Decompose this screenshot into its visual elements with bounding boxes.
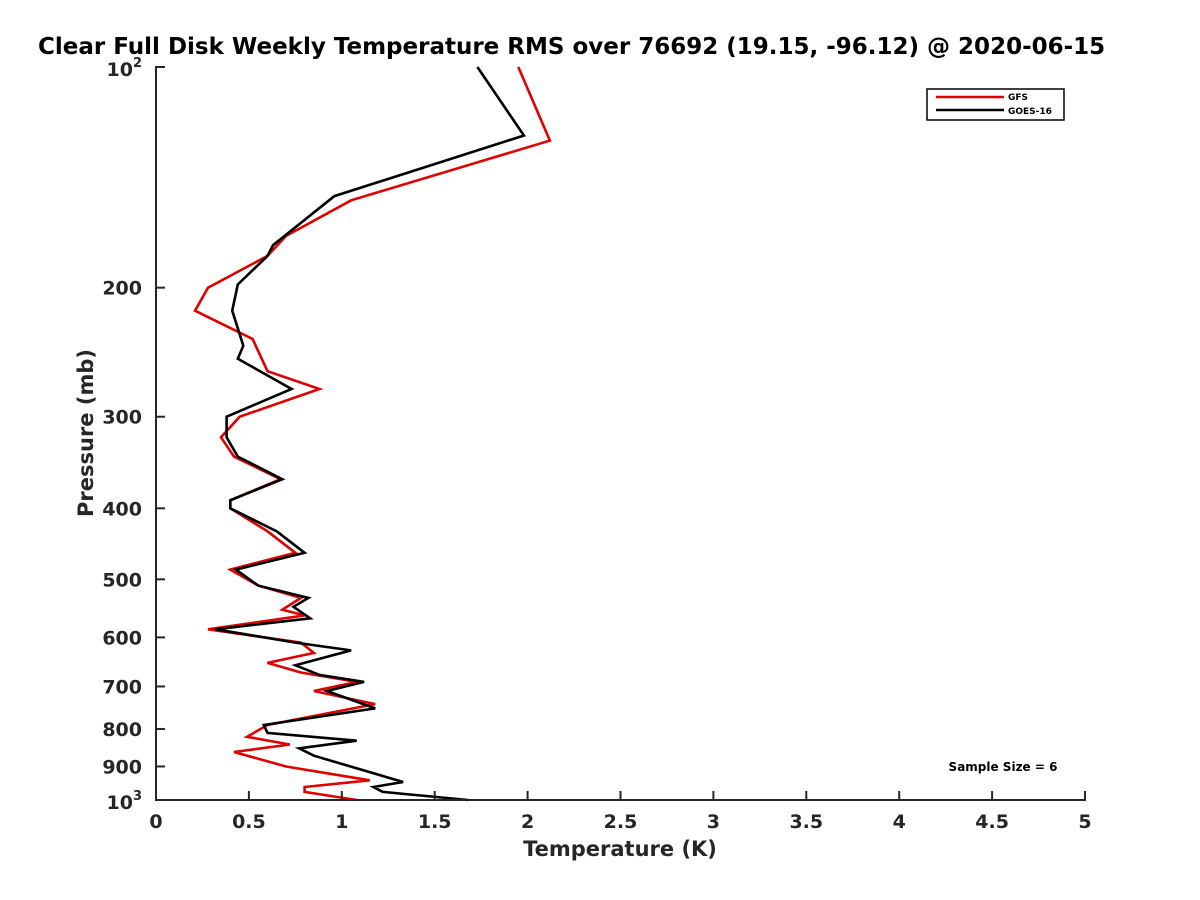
y-tick-label: 900 bbox=[102, 756, 142, 778]
y-tick-label-top: 102 bbox=[107, 56, 143, 81]
legend-label-gfs: GFS bbox=[1008, 93, 1028, 103]
y-tick-label: 300 bbox=[102, 407, 142, 429]
chart-title: Clear Full Disk Weekly Temperature RMS o… bbox=[38, 34, 1105, 60]
y-tick-top-exp: 2 bbox=[133, 56, 142, 71]
y-tick-label: 200 bbox=[102, 278, 142, 300]
x-tick-label: 1 bbox=[335, 811, 348, 833]
y-tick-bottom-base: 10 bbox=[107, 792, 133, 814]
x-tick-label: 3 bbox=[707, 811, 720, 833]
sample-size-annotation: Sample Size = 6 bbox=[949, 760, 1058, 774]
y-tick-label: 600 bbox=[102, 627, 142, 649]
y-axis-label: Pressure (mb) bbox=[74, 349, 98, 517]
plot-area bbox=[156, 67, 1085, 800]
y-ticks: 200 300 400 500 600 700 800 900 bbox=[102, 66, 165, 801]
x-tick-label: 0.5 bbox=[232, 811, 266, 833]
x-ticks: 0 0.5 1 1.5 2 2.5 3 3.5 4 4.5 5 bbox=[149, 791, 1092, 833]
y-tick-bottom-exp: 3 bbox=[133, 789, 142, 804]
x-tick-label: 0 bbox=[149, 811, 162, 833]
x-tick-label: 5 bbox=[1078, 811, 1091, 833]
y-tick-top-base: 10 bbox=[107, 59, 133, 81]
series-line-goes16 bbox=[215, 66, 526, 802]
legend-label-goes16: GOES-16 bbox=[1008, 107, 1052, 117]
y-tick-label: 500 bbox=[102, 569, 142, 591]
y-tick-label: 400 bbox=[102, 498, 142, 520]
y-tick-label-bottom: 103 bbox=[107, 789, 143, 814]
x-axis-label: Temperature (K) bbox=[523, 837, 717, 861]
series-layer bbox=[193, 66, 552, 802]
x-tick-label: 1.5 bbox=[418, 811, 452, 833]
y-tick-label: 800 bbox=[102, 719, 142, 741]
y-tick-label: 700 bbox=[102, 676, 142, 698]
x-tick-label: 2 bbox=[521, 811, 534, 833]
x-tick-label: 3.5 bbox=[789, 811, 823, 833]
x-tick-label: 4.5 bbox=[975, 811, 1009, 833]
x-tick-label: 4 bbox=[893, 811, 906, 833]
legend-box bbox=[926, 88, 1065, 121]
x-tick-label: 2.5 bbox=[604, 811, 638, 833]
legend: GFS GOES-16 bbox=[926, 88, 1065, 121]
